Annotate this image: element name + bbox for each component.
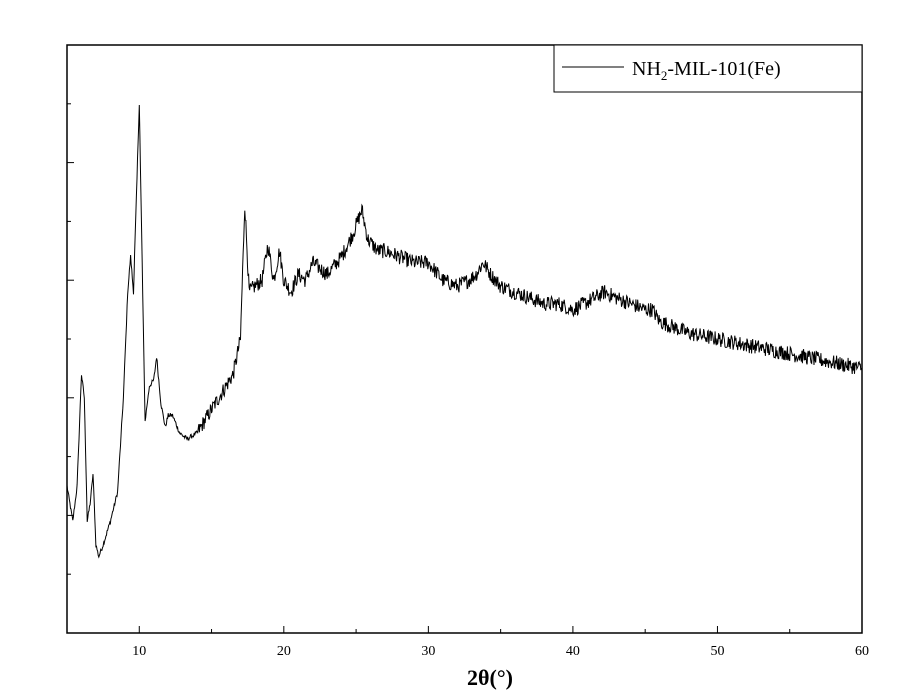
legend-label-subscript: 2 xyxy=(661,68,668,83)
x-tick-label: 30 xyxy=(421,644,435,659)
plot-frame xyxy=(66,44,863,634)
legend-label-rest: -MIL-101(Fe) xyxy=(667,58,780,80)
legend-label-base: NH xyxy=(632,58,661,80)
x-axis-ticks xyxy=(66,626,863,633)
legend: NH2-MIL-101(Fe) xyxy=(553,44,863,93)
x-tick-label: 10 xyxy=(132,644,146,659)
x-axis-tick-labels: 10 20 30 40 50 60 xyxy=(132,644,869,659)
legend-label: NH2-MIL-101(Fe) xyxy=(632,58,781,83)
legend-box xyxy=(553,44,863,93)
x-axis-title: 2θ(°) xyxy=(467,665,513,690)
x-tick-label: 20 xyxy=(277,644,291,659)
x-tick-label: 60 xyxy=(855,644,869,659)
series-line-nh2-mil-101-fe xyxy=(66,104,863,559)
x-tick-label: 50 xyxy=(710,644,724,659)
y-axis-ticks xyxy=(67,44,74,634)
x-tick-label: 40 xyxy=(566,644,580,659)
